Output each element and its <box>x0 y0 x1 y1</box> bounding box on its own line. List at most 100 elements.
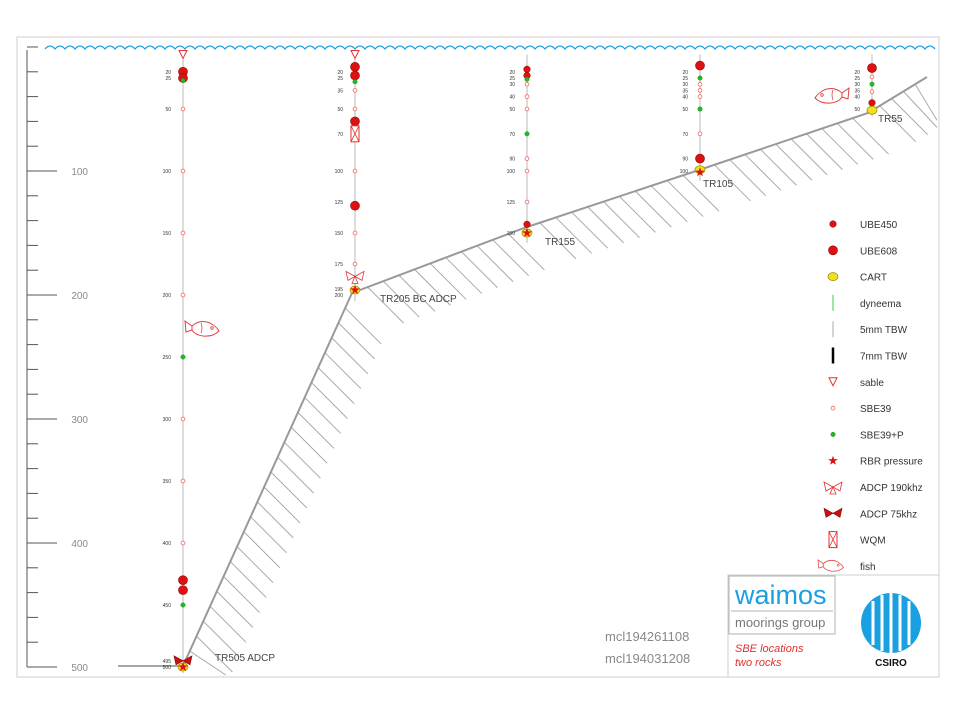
seabed-hatch-line <box>539 222 577 260</box>
seabed-hatching <box>189 83 938 676</box>
legend-label: 7mm TBW <box>860 352 908 363</box>
seabed-hatch-line <box>196 635 233 673</box>
sbe39-symbol <box>352 230 358 236</box>
legend-fish-icon <box>817 559 844 572</box>
ube608-symbol <box>178 575 188 586</box>
seabed-hatch-line <box>344 307 382 345</box>
sbe39-symbol <box>180 478 186 484</box>
sbe39-symbol <box>697 88 703 93</box>
instrument-depth-label: 90 <box>509 157 515 163</box>
instrument-depth-label: 25 <box>509 76 515 82</box>
instrument-depth-label: 150 <box>163 231 172 237</box>
legend-label: SBE39+P <box>860 430 904 441</box>
instrument-depth-label: 400 <box>163 541 172 547</box>
seabed-hatch-line <box>650 185 688 223</box>
seabed-hatch-line <box>311 382 348 419</box>
sbe39-symbol <box>697 94 703 99</box>
sbe39-symbol <box>524 199 530 205</box>
instrument-depth-label: 25 <box>682 76 688 82</box>
instrument-depth-label: 20 <box>337 70 343 76</box>
note-sbe-locations: SBE locations <box>735 643 804 655</box>
instrument-depth-label: 495 <box>163 659 172 665</box>
seabed-hatch-line <box>891 98 928 135</box>
ube608-symbol <box>350 200 360 211</box>
sbe39p-symbol <box>869 81 875 87</box>
ube608-symbol <box>350 70 360 81</box>
seabed-hatch-line <box>603 201 640 238</box>
sbe39-symbol <box>524 106 530 112</box>
moorings: 2025501001502002503003504004504955002025… <box>163 49 878 674</box>
legend-label: sable <box>860 378 884 389</box>
seabed-hatch-line <box>666 180 704 217</box>
seabed-hatch-line <box>284 441 321 479</box>
waimos-logo-box <box>728 575 836 635</box>
instrument-depth-label: 40 <box>854 95 860 101</box>
seabed-hatch-line <box>682 174 720 212</box>
legend-label: RBR pressure <box>860 457 923 468</box>
instrument-depth-label: 50 <box>854 107 860 113</box>
instrument-depth-label: 30 <box>682 82 688 88</box>
seabed-hatch-line <box>338 322 375 360</box>
cart-symbol <box>866 105 878 115</box>
seabed-hatch-line <box>324 352 362 390</box>
depth-label: 500 <box>71 663 88 674</box>
instrument-depth-label: 25 <box>337 76 343 82</box>
depth-label: 400 <box>71 539 88 550</box>
seabed-hatch-line <box>331 337 369 375</box>
instrument-depth-label: 35 <box>854 88 860 94</box>
depth-label: 300 <box>71 415 88 426</box>
seabed-hatch-line <box>414 269 451 306</box>
legend-label: WQM <box>860 536 886 547</box>
file-id-1: mcl194261108 <box>605 629 689 644</box>
seabed-hatch-line <box>429 263 467 300</box>
instrument-depth-label: 50 <box>682 107 688 113</box>
depth-label: 100 <box>71 167 88 178</box>
seabed-hatch-line <box>836 123 874 160</box>
legend-label: ADCP 190khz <box>860 483 923 494</box>
ube608-symbol <box>867 63 877 73</box>
legend-ube450-icon <box>829 220 837 228</box>
ube450-symbol <box>523 65 531 73</box>
instrument-depth-label: 350 <box>163 479 172 485</box>
sbe39-symbol <box>524 168 530 174</box>
rbr-symbol <box>522 228 532 237</box>
station-label-tr505: TR505 ADCP <box>215 653 275 664</box>
ube450-symbol <box>868 99 876 107</box>
rbr-symbol <box>178 662 188 671</box>
seabed-hatch-line <box>852 117 889 155</box>
instrument-depth-label: 200 <box>335 293 344 299</box>
wqm-symbol <box>350 125 360 143</box>
instrument-depth-label: 100 <box>163 169 172 175</box>
seabed-hatch-line <box>202 620 240 658</box>
seabed-hatch-line <box>903 91 938 128</box>
instrument-depth-label: 300 <box>163 417 172 423</box>
fish-icon <box>184 319 220 337</box>
seabed-hatch-line <box>243 531 281 569</box>
legend-label: CART <box>860 273 887 284</box>
instrument-depth-label: 30 <box>509 82 515 88</box>
seabed-hatch-line <box>760 148 797 186</box>
instrument-depth-label: 70 <box>682 132 688 138</box>
instrument-depth-label: 100 <box>680 169 689 175</box>
sbe39p-symbol <box>524 76 530 82</box>
sbe39-symbol <box>869 89 875 94</box>
instrument-depth-label: 40 <box>682 95 688 101</box>
seabed-profile <box>182 76 928 667</box>
instrument-depth-label: 70 <box>337 132 343 138</box>
sbe39p-symbol <box>697 75 703 81</box>
sbe39-symbol <box>352 168 358 174</box>
sbe39-symbol <box>180 230 186 236</box>
sbe39-symbol <box>180 292 186 298</box>
ube608-symbol <box>178 585 188 595</box>
rbr-symbol <box>695 167 705 177</box>
seabed-hatch-line <box>492 239 530 277</box>
legend-label: UBE450 <box>860 220 898 231</box>
instrument-depth-label: 20 <box>682 70 688 76</box>
seabed-hatch-line <box>806 133 843 171</box>
seabed-hatch-line <box>229 561 267 598</box>
seabed-hatch-line <box>729 159 767 196</box>
